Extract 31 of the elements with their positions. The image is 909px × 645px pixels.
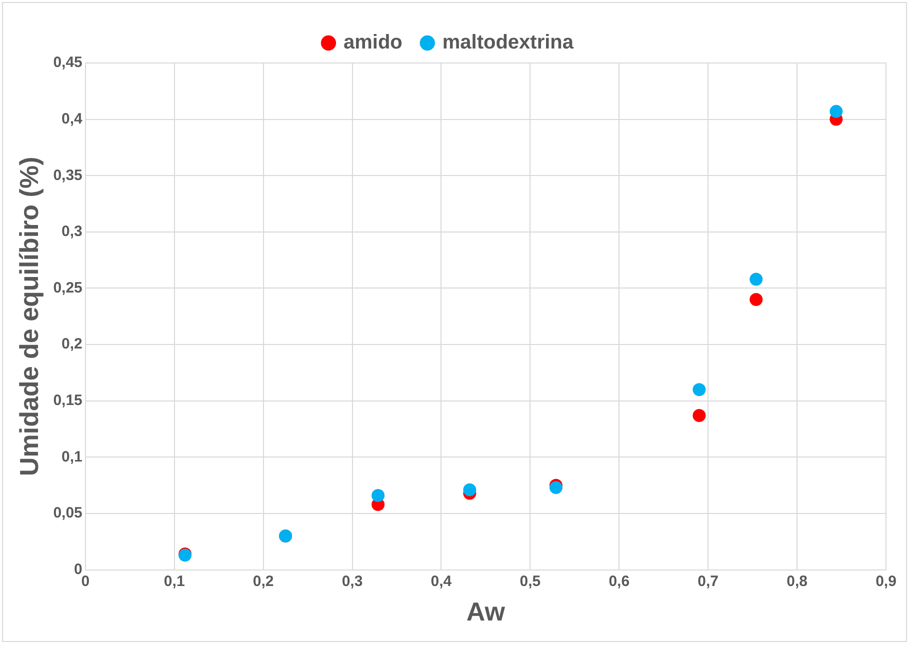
x-tick-label: 0,8	[786, 572, 808, 590]
y-tick-label: 0,3	[62, 223, 82, 240]
y-axis-title: Umidade de equilíbiro (%)	[14, 156, 44, 476]
y-tick-label: 0,05	[53, 504, 82, 522]
y-tick-label: 0,45	[53, 54, 82, 72]
x-tick-label: 0,4	[430, 572, 452, 590]
point	[463, 483, 476, 496]
point	[750, 293, 763, 306]
y-tick-label: 0,2	[62, 336, 82, 353]
point	[372, 488, 385, 502]
legend-label: amido	[343, 32, 402, 54]
x-axis-title: Aw	[466, 596, 506, 627]
y-tick-label: 0,4	[62, 110, 84, 128]
x-tick-label: 0,9	[876, 572, 896, 590]
point	[692, 409, 706, 422]
y-tick-label: 0,35	[53, 166, 82, 184]
point	[549, 481, 562, 494]
x-tick-label: 0,1	[164, 572, 185, 590]
x-tick-label: 0,7	[698, 572, 719, 590]
x-tick-label: 0,5	[520, 572, 541, 590]
x-tick-label: 0,6	[608, 572, 630, 590]
y-tick-label: 0	[74, 560, 82, 578]
legend-label: maltodextrina	[442, 32, 574, 54]
y-tick-label: 0,1	[62, 448, 82, 466]
y-tick-label: 0,15	[53, 392, 82, 410]
x-tick-label: 0,3	[342, 572, 363, 590]
y-tick-label: 0,25	[53, 279, 82, 296]
point	[830, 104, 843, 118]
point	[750, 272, 763, 286]
x-tick-label: 0,2	[252, 572, 274, 590]
point	[692, 383, 706, 396]
